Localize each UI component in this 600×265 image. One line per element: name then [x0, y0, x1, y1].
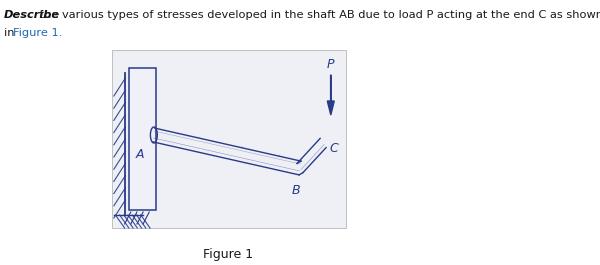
FancyArrow shape [328, 75, 334, 115]
Bar [112, 50, 346, 228]
Text: Describe: Describe [4, 10, 60, 20]
Text: Figure 1.: Figure 1. [13, 28, 62, 38]
Text: the various types of stresses developed in the shaft AB due to load P acting at : the various types of stresses developed … [36, 10, 600, 20]
Text: B: B [292, 183, 301, 197]
Text: A: A [136, 148, 144, 161]
Bar [129, 68, 156, 210]
Text: Figure 1: Figure 1 [203, 248, 254, 261]
Text: P: P [327, 59, 335, 72]
Text: in: in [4, 28, 18, 38]
Text: C: C [329, 142, 338, 154]
